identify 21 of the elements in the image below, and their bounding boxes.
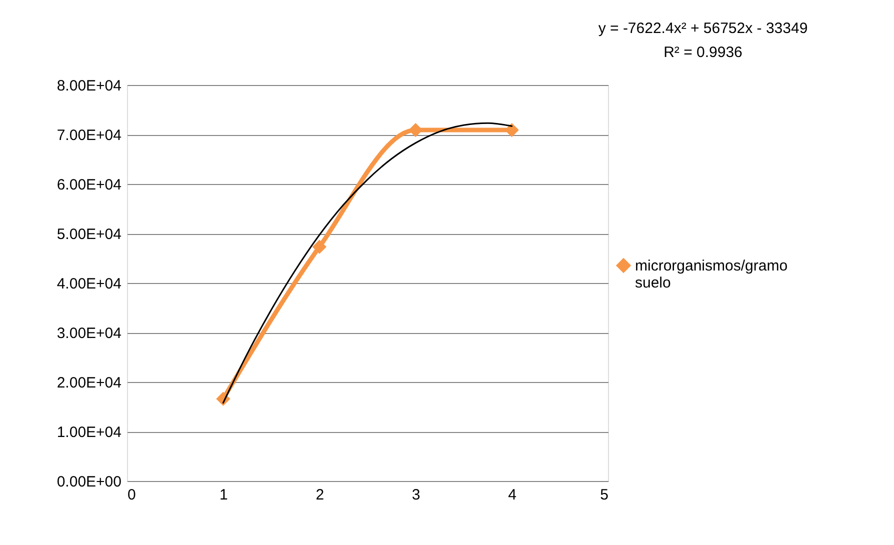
x-tick-label: 3: [412, 486, 420, 504]
y-tick-label: 0.00E+00: [56, 474, 122, 490]
text: R² = 0.9936: [664, 44, 742, 61]
x-tick-label: 0: [128, 486, 136, 504]
point: [312, 240, 326, 254]
point: [504, 122, 519, 138]
y-tick-label: 6.00E+04: [56, 176, 122, 194]
x-tick-label: 1: [220, 486, 228, 504]
y-tick-label: 1.00E+04: [56, 424, 122, 441]
y-tick-label: 4.00E+04: [56, 276, 122, 292]
x-tick-label: 4: [508, 486, 516, 504]
point: [408, 122, 423, 138]
text: y = -7622.4x² + 56752x - 33349: [598, 20, 808, 37]
x-tick-label: 2: [316, 486, 324, 504]
y-tick-label: 8.00E+04: [56, 78, 122, 94]
y-tick-label: 2.00E+04: [56, 374, 122, 392]
y-tick-label: 7.00E+04: [56, 127, 122, 144]
y-tick-label: 5.00E+04: [56, 226, 122, 243]
y-tick-label: 3.00E+04: [56, 325, 122, 342]
x-tick-label: 5: [600, 486, 608, 504]
legend-label: microrganismos/gramo suelo: [635, 258, 788, 292]
